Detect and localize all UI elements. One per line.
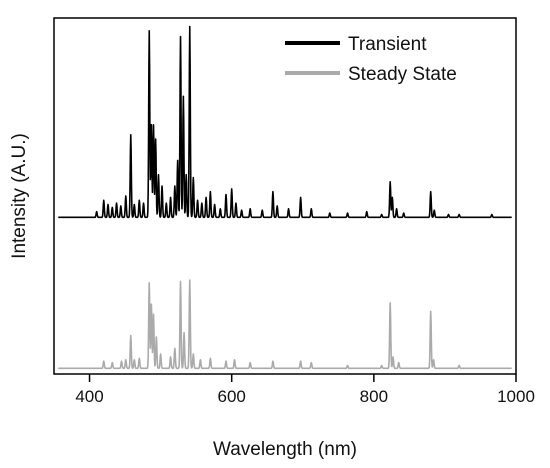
x-axis-label: Wavelength (nm) bbox=[213, 439, 357, 460]
series-line-transient bbox=[57, 25, 513, 219]
x-tick-label: 400 bbox=[75, 387, 103, 406]
x-tick-label: 600 bbox=[218, 387, 246, 406]
legend-label-steady-state: Steady State bbox=[348, 64, 457, 85]
legend-label-transient: Transient bbox=[348, 34, 427, 55]
plot-frame bbox=[53, 17, 517, 375]
y-axis-label: Intensity (A.U.) bbox=[9, 133, 30, 259]
series-layer bbox=[57, 25, 513, 370]
x-tick-label: 1000 bbox=[497, 387, 535, 406]
series-line-steady-state bbox=[57, 279, 513, 370]
x-tick-label: 800 bbox=[360, 387, 388, 406]
legend: Transient Steady State bbox=[285, 34, 457, 85]
x-axis-ticks: 400 600 800 1000 bbox=[75, 374, 535, 406]
